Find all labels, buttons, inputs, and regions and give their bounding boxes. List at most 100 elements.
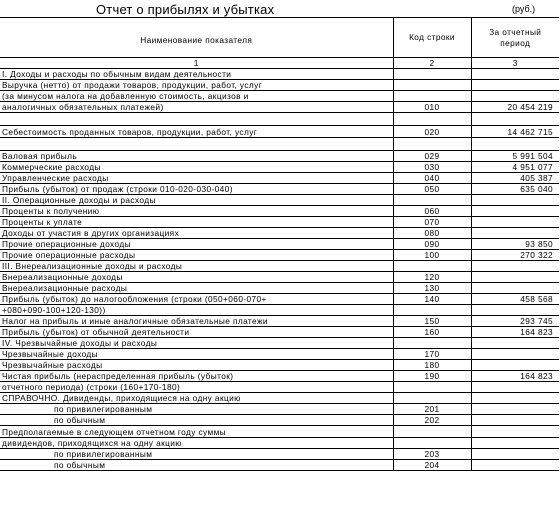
table-row: Прочие операционные расходы 100 270 322 bbox=[0, 249, 559, 261]
table-row: +080+090-100+120-130)) bbox=[0, 304, 559, 316]
table-row: Доходы от участия в других организациях 0… bbox=[0, 227, 559, 239]
table-row: Проценты к уплате 070 bbox=[0, 216, 559, 228]
row-code bbox=[393, 260, 472, 272]
row-code: 070 bbox=[393, 216, 472, 228]
row-code: 180 bbox=[393, 359, 472, 371]
row-value: 635 040 bbox=[471, 183, 559, 195]
page-title: Отчет о прибылях и убытках bbox=[96, 2, 275, 17]
row-value bbox=[471, 381, 559, 393]
table-row: Прибыль (убыток) от продаж (строки 010-0… bbox=[0, 183, 559, 195]
row-label: Выручка (нетто) от продажи товаров, прод… bbox=[0, 79, 394, 91]
table-row: Выручка (нетто) от продажи товаров, прод… bbox=[0, 79, 559, 91]
column-number-1: 1 bbox=[0, 57, 394, 69]
row-value bbox=[471, 437, 559, 449]
row-label: Прибыль (убыток) от продаж (строки 010-0… bbox=[0, 183, 394, 195]
table-row: Чрезвычайные расходы 180 bbox=[0, 359, 559, 371]
row-label: Себестоимость проданных товаров, продукц… bbox=[0, 125, 394, 138]
row-label: Доходы от участия в других организациях bbox=[0, 227, 394, 239]
table-row: Прибыль (убыток) до налогообложения (стр… bbox=[0, 293, 559, 305]
row-value: 458 568 bbox=[471, 293, 559, 305]
row-label: +080+090-100+120-130)) bbox=[0, 304, 394, 316]
row-value: 270 322 bbox=[471, 249, 559, 261]
table-row: Себестоимость проданных товаров, продукц… bbox=[0, 125, 559, 138]
table-row: Проценты к получению 060 bbox=[0, 205, 559, 217]
header-code: Код строки bbox=[393, 17, 472, 58]
row-label: Чрезвычайные доходы bbox=[0, 348, 394, 360]
table-row: Внереализационные доходы 120 bbox=[0, 271, 559, 283]
row-value bbox=[471, 304, 559, 316]
row-value: 20 454 219 bbox=[471, 101, 559, 113]
table-row: Валовая прибыль 029 5 991 504 bbox=[0, 150, 559, 162]
table-row: Прибыль (убыток) от обычной деятельности… bbox=[0, 326, 559, 338]
table-row: IV. Чрезвычайные доходы и расходы bbox=[0, 337, 559, 349]
row-value bbox=[471, 425, 559, 438]
row-value: 4 951 077 bbox=[471, 161, 559, 173]
table-row: III. Внереализационные доходы и расходы bbox=[0, 260, 559, 272]
row-code: 201 bbox=[393, 403, 472, 415]
row-value bbox=[471, 79, 559, 91]
column-number-3: 3 bbox=[471, 57, 559, 69]
row-label: Прибыль (убыток) от обычной деятельности bbox=[0, 326, 394, 338]
row-label: Налог на прибыль и иные аналогичные обяз… bbox=[0, 315, 394, 327]
row-code bbox=[393, 304, 472, 316]
row-code: 030 bbox=[393, 161, 472, 173]
row-value bbox=[471, 448, 559, 460]
row-value bbox=[471, 68, 559, 80]
row-label: II. Операционные доходы и расходы bbox=[0, 194, 394, 206]
row-code: 060 bbox=[393, 205, 472, 217]
table-row: Внереализационные расходы 130 bbox=[0, 282, 559, 294]
row-label: Проценты к получению bbox=[0, 205, 394, 217]
row-value bbox=[471, 271, 559, 283]
row-code bbox=[393, 79, 472, 91]
row-label: Внереализационные расходы bbox=[0, 282, 394, 294]
table-row: I. Доходы и расходы по обычным видам дея… bbox=[0, 68, 559, 80]
table-row: Прочие операционные доходы 090 93 850 bbox=[0, 238, 559, 250]
row-label: по обычным bbox=[0, 414, 394, 426]
row-code bbox=[393, 437, 472, 449]
row-value bbox=[471, 194, 559, 206]
row-label: Прибыль (убыток) до налогообложения (стр… bbox=[0, 293, 394, 305]
row-code: 190 bbox=[393, 370, 472, 382]
row-value bbox=[471, 282, 559, 294]
table-row: (за минусом налога на добавленную стоимо… bbox=[0, 90, 559, 102]
row-label: Валовая прибыль bbox=[0, 150, 394, 162]
row-value: 293 745 bbox=[471, 315, 559, 327]
row-value bbox=[471, 227, 559, 239]
table-row: Предполагаемые в следующем отчетном году… bbox=[0, 425, 559, 438]
row-label: Коммерческие расходы bbox=[0, 161, 394, 173]
row-code: 010 bbox=[393, 101, 472, 113]
row-code: 140 bbox=[393, 293, 472, 305]
table-row: Налог на прибыль и иные аналогичные обяз… bbox=[0, 315, 559, 327]
row-code bbox=[393, 425, 472, 438]
row-code: 090 bbox=[393, 238, 472, 250]
row-label: IV. Чрезвычайные доходы и расходы bbox=[0, 337, 394, 349]
row-value: 405 387 bbox=[471, 172, 559, 184]
row-code bbox=[393, 392, 472, 404]
row-code: 130 bbox=[393, 282, 472, 294]
row-code: 020 bbox=[393, 125, 472, 138]
row-code bbox=[393, 194, 472, 206]
row-code: 204 bbox=[393, 459, 472, 471]
header-period: За отчетный период bbox=[471, 17, 559, 58]
row-label: Проценты к уплате bbox=[0, 216, 394, 228]
row-label: Внереализационные доходы bbox=[0, 271, 394, 283]
row-code bbox=[393, 381, 472, 393]
row-code bbox=[393, 68, 472, 80]
row-label: Предполагаемые в следующем отчетном году… bbox=[0, 425, 394, 438]
report-body: I. Доходы и расходы по обычным видам дея… bbox=[0, 68, 559, 471]
row-code bbox=[393, 112, 472, 126]
table-row: Управленческие расходы 040 405 387 bbox=[0, 172, 559, 184]
row-value bbox=[471, 90, 559, 102]
row-value bbox=[471, 216, 559, 228]
row-code: 202 bbox=[393, 414, 472, 426]
table-row: Чистая прибыль (нераспределенная прибыль… bbox=[0, 370, 559, 382]
row-code: 080 bbox=[393, 227, 472, 239]
table-row: СПРАВОЧНО. Дивиденды, приходящиеся на од… bbox=[0, 392, 559, 404]
row-label: дивидендов, приходящихся на одну акцию bbox=[0, 437, 394, 449]
header-name: Наименование показателя bbox=[0, 17, 394, 58]
row-value: 164 823 bbox=[471, 370, 559, 382]
table-row: Чрезвычайные доходы 170 bbox=[0, 348, 559, 360]
table-row: по обычным 204 bbox=[0, 459, 559, 471]
table-row bbox=[0, 112, 559, 126]
